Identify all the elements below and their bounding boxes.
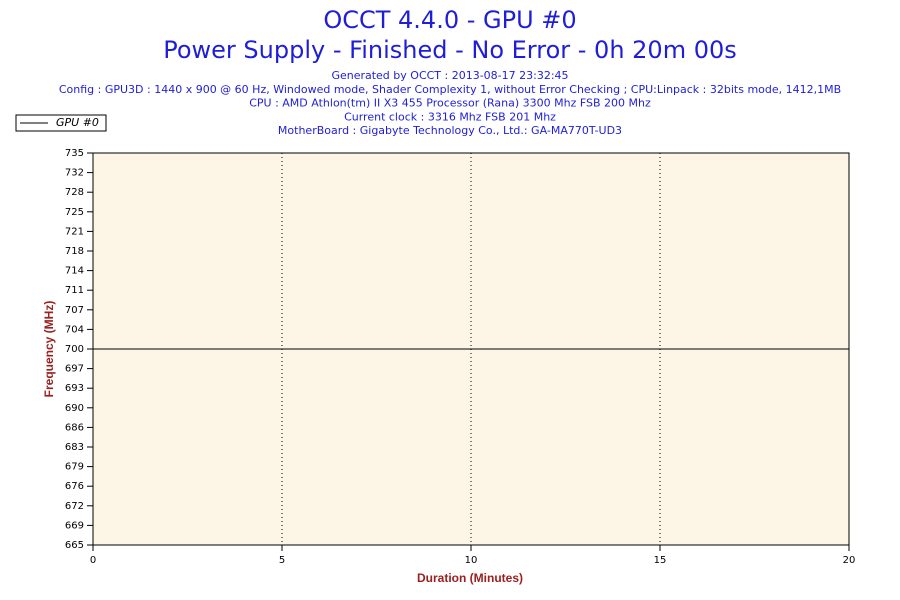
y-tick-label: 665 bbox=[65, 540, 84, 551]
chart-title: OCCT 4.4.0 - GPU #0 bbox=[323, 6, 576, 34]
info-line: Generated by OCCT : 2013-08-17 23:32:45 bbox=[331, 69, 568, 82]
y-tick-label: 679 bbox=[65, 462, 84, 473]
y-tick-label: 700 bbox=[65, 344, 84, 355]
info-line: MotherBoard : Gigabyte Technology Co., L… bbox=[278, 124, 622, 137]
y-tick-label: 725 bbox=[65, 207, 84, 218]
info-line: Config : GPU3D : 1440 x 900 @ 60 Hz, Win… bbox=[59, 83, 841, 96]
info-line: CPU : AMD Athlon(tm) II X3 455 Processor… bbox=[249, 97, 651, 110]
y-tick-label: 711 bbox=[65, 285, 84, 296]
chart-subtitle: Power Supply - Finished - No Error - 0h … bbox=[163, 36, 737, 64]
y-tick-label: 669 bbox=[65, 520, 84, 531]
y-tick-label: 732 bbox=[65, 168, 84, 179]
x-tick-label: 10 bbox=[465, 555, 478, 566]
y-tick-label: 693 bbox=[65, 383, 84, 394]
y-tick-label: 697 bbox=[65, 364, 84, 375]
x-axis-label: Duration (Minutes) bbox=[417, 571, 523, 585]
y-tick-label: 707 bbox=[65, 305, 84, 316]
x-tick-label: 5 bbox=[279, 555, 285, 566]
y-tick-label: 714 bbox=[65, 266, 84, 277]
y-tick-label: 721 bbox=[65, 226, 84, 237]
y-tick-label: 686 bbox=[65, 422, 84, 433]
legend-box bbox=[15, 114, 107, 132]
y-tick-label: 690 bbox=[65, 403, 84, 414]
y-tick-label: 728 bbox=[65, 187, 84, 198]
legend-label: GPU #0 bbox=[56, 116, 99, 129]
x-tick-label: 15 bbox=[654, 555, 667, 566]
info-line: Current clock : 3316 Mhz FSB 201 Mhz bbox=[344, 110, 556, 123]
y-tick-label: 672 bbox=[65, 501, 84, 512]
y-tick-label: 704 bbox=[65, 324, 84, 335]
y-tick-label: 718 bbox=[65, 246, 84, 257]
x-tick-label: 20 bbox=[843, 555, 856, 566]
y-tick-label: 676 bbox=[65, 481, 84, 492]
y-axis-label: Frequency (MHz) bbox=[42, 301, 56, 398]
y-tick-label: 735 bbox=[65, 148, 84, 159]
x-tick-label: 0 bbox=[90, 555, 96, 566]
y-tick-label: 683 bbox=[65, 442, 84, 453]
